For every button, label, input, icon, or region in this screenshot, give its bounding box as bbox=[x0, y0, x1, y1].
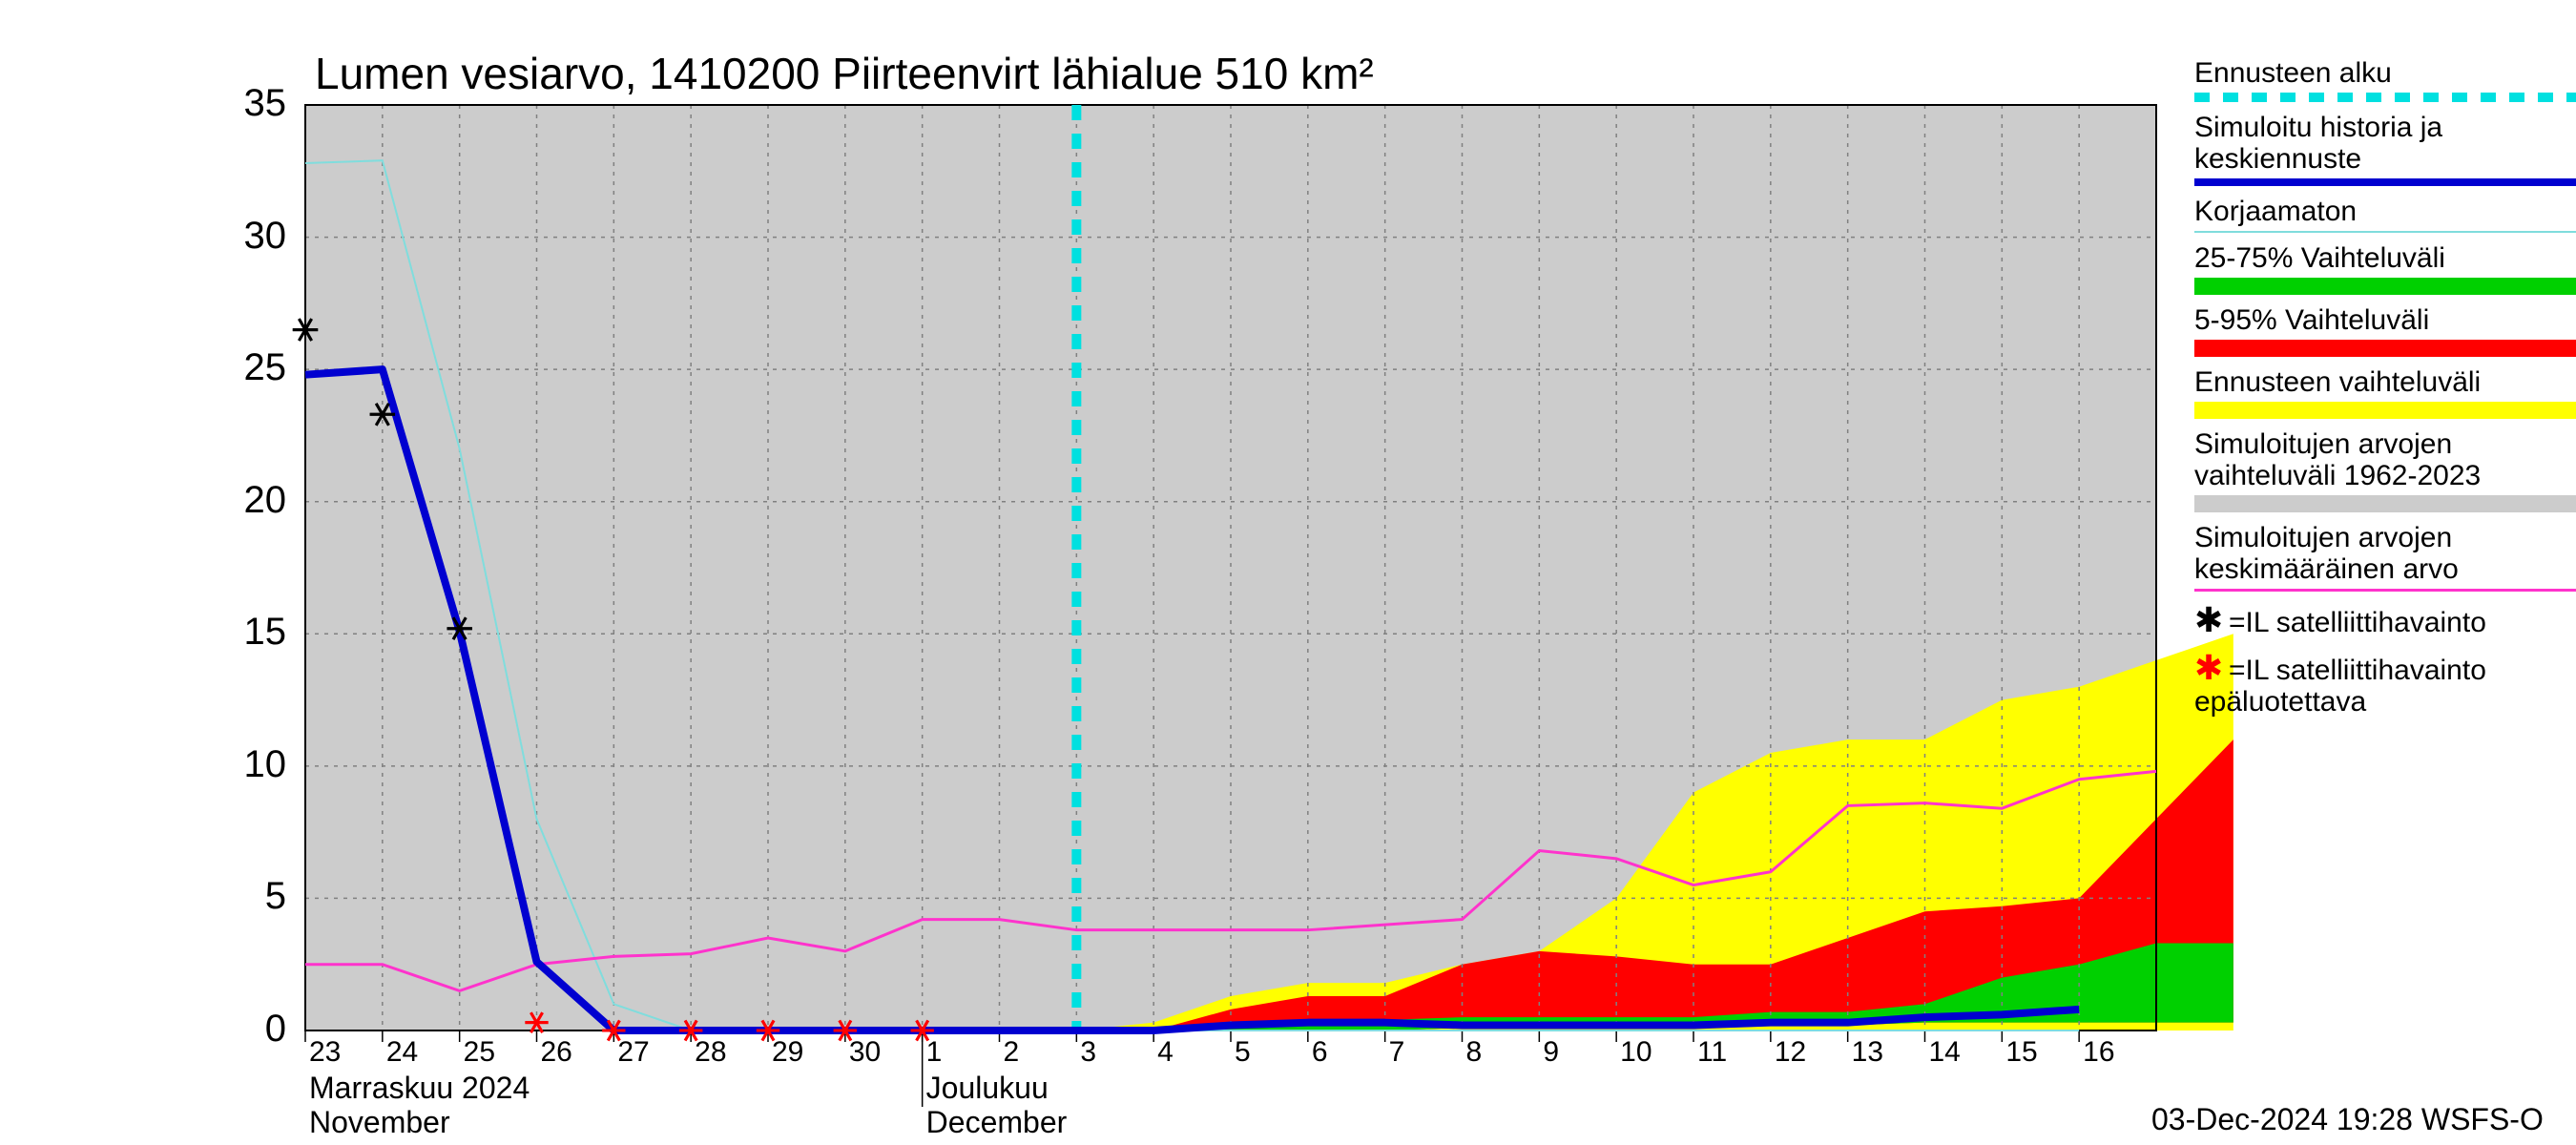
xtick: 16 bbox=[2083, 1036, 2114, 1069]
xtick: 4 bbox=[1157, 1036, 1174, 1069]
ytick: 35 bbox=[219, 82, 286, 125]
legend-swatch bbox=[2194, 178, 2576, 186]
legend-item: Simuloitujen arvojen keskimääräinen arvo bbox=[2194, 522, 2576, 592]
xtick: 12 bbox=[1775, 1036, 1806, 1069]
xtick: 13 bbox=[1852, 1036, 1883, 1069]
legend-swatch bbox=[2194, 340, 2576, 357]
xtick: 30 bbox=[849, 1036, 881, 1069]
legend-label: =IL satelliittihavainto bbox=[2229, 607, 2486, 638]
legend-item: Simuloitujen arvojen vaihteluväli 1962-2… bbox=[2194, 428, 2576, 512]
xtick: 9 bbox=[1543, 1036, 1559, 1069]
plot-svg bbox=[0, 0, 2576, 1145]
month-label-en: November bbox=[309, 1105, 450, 1140]
legend-label: Simuloitujen arvojen vaihteluväli 1962-2… bbox=[2194, 428, 2576, 491]
legend-swatch bbox=[2194, 231, 2576, 233]
xtick: 24 bbox=[386, 1036, 418, 1069]
xtick: 15 bbox=[2005, 1036, 2037, 1069]
month-label-en: December bbox=[926, 1105, 1068, 1140]
xtick: 23 bbox=[309, 1036, 341, 1069]
legend-label: =IL satelliittihavainto epäluotettava bbox=[2194, 655, 2486, 718]
legend-marker-icon: ✱ bbox=[2194, 601, 2229, 639]
xtick: 3 bbox=[1080, 1036, 1096, 1069]
legend-swatch bbox=[2194, 402, 2576, 419]
xtick: 27 bbox=[617, 1036, 649, 1069]
ytick: 10 bbox=[219, 743, 286, 786]
legend-item: ✱=IL satelliittihavainto epäluotettava bbox=[2194, 649, 2576, 718]
xtick: 5 bbox=[1235, 1036, 1251, 1069]
xtick: 28 bbox=[695, 1036, 726, 1069]
legend-label: 5-95% Vaihteluväli bbox=[2194, 304, 2576, 336]
chart-container: Lumen vesiarvo / Snow water equiv. mm Lu… bbox=[0, 0, 2576, 1145]
legend-item: Ennusteen alku bbox=[2194, 57, 2576, 102]
xtick: 14 bbox=[1929, 1036, 1961, 1069]
xtick: 11 bbox=[1697, 1036, 1727, 1069]
xtick: 25 bbox=[464, 1036, 495, 1069]
legend-item: 25-75% Vaihteluväli bbox=[2194, 242, 2576, 295]
legend-swatch bbox=[2194, 589, 2576, 592]
xtick: 2 bbox=[1004, 1036, 1020, 1069]
legend-swatch bbox=[2194, 93, 2576, 102]
footer-timestamp: 03-Dec-2024 19:28 WSFS-O bbox=[2151, 1102, 2544, 1137]
legend-label: Ennusteen alku bbox=[2194, 57, 2576, 89]
ytick: 0 bbox=[219, 1008, 286, 1051]
xtick: 6 bbox=[1312, 1036, 1328, 1069]
legend-label: Ennusteen vaihteluväli bbox=[2194, 366, 2576, 398]
legend-item: Ennusteen vaihteluväli bbox=[2194, 366, 2576, 419]
ytick: 5 bbox=[219, 875, 286, 918]
legend-marker-icon: ✱ bbox=[2194, 649, 2229, 687]
legend-label: Korjaamaton bbox=[2194, 196, 2576, 227]
xtick: 7 bbox=[1389, 1036, 1405, 1069]
legend-label: 25-75% Vaihteluväli bbox=[2194, 242, 2576, 274]
legend-item: Korjaamaton bbox=[2194, 196, 2576, 233]
xtick: 26 bbox=[541, 1036, 572, 1069]
xtick: 10 bbox=[1620, 1036, 1652, 1069]
ytick: 25 bbox=[219, 346, 286, 389]
month-label: Joulukuu bbox=[926, 1071, 1049, 1106]
legend-item: ✱=IL satelliittihavainto bbox=[2194, 601, 2576, 639]
legend-item: 5-95% Vaihteluväli bbox=[2194, 304, 2576, 357]
xtick: 29 bbox=[772, 1036, 803, 1069]
xtick: 8 bbox=[1466, 1036, 1483, 1069]
legend-label: Simuloitu historia ja keskiennuste bbox=[2194, 112, 2576, 175]
legend: Ennusteen alku Simuloitu historia ja kesk… bbox=[2194, 57, 2576, 727]
legend-swatch bbox=[2194, 495, 2576, 512]
xtick: 1 bbox=[926, 1036, 943, 1069]
month-label: Marraskuu 2024 bbox=[309, 1071, 530, 1106]
legend-item: Simuloitu historia ja keskiennuste bbox=[2194, 112, 2576, 186]
ytick: 20 bbox=[219, 479, 286, 522]
ytick: 30 bbox=[219, 215, 286, 258]
ytick: 15 bbox=[219, 611, 286, 654]
legend-label: Simuloitujen arvojen keskimääräinen arvo bbox=[2194, 522, 2576, 585]
legend-swatch bbox=[2194, 278, 2576, 295]
